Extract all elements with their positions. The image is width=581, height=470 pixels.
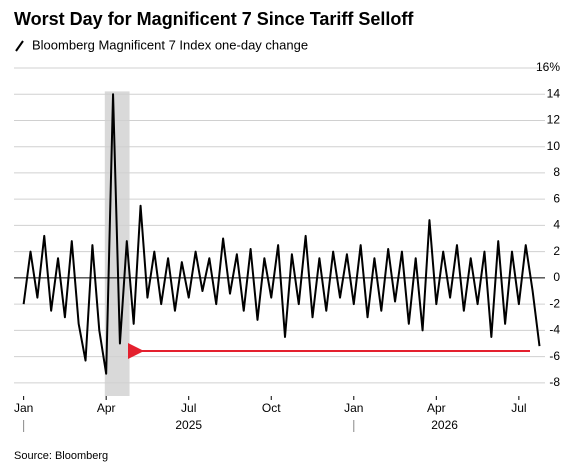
y-tick-label: 14 xyxy=(547,86,561,100)
y-tick-label: 6 xyxy=(553,191,560,205)
x-tick-label: Jan xyxy=(14,401,33,415)
y-tick-label: 12 xyxy=(547,113,561,127)
y-tick-label: 0 xyxy=(553,270,560,284)
x-tick-label: Oct xyxy=(262,401,281,415)
y-tick-label: 8 xyxy=(553,165,560,179)
y-tick-label: -2 xyxy=(549,296,560,310)
x-tick-label: Jan xyxy=(344,401,363,415)
source: Source: Bloomberg xyxy=(14,450,108,462)
y-tick-label: 2 xyxy=(553,244,560,258)
x-tick-label: Jul xyxy=(181,401,196,415)
y-tick-label: 10 xyxy=(547,139,561,153)
year-label: 2025 xyxy=(175,418,202,432)
x-tick-label: Apr xyxy=(427,401,446,415)
y-tick-label: -6 xyxy=(549,349,560,363)
plot-area: -8 -6 -4 -2 0 2 4 6 8 10 12 14 16% Jan Apr Jul Oct Jan Apr… xyxy=(14,60,560,432)
x-tick-label: Jul xyxy=(511,401,526,415)
x-tick-label: Apr xyxy=(97,401,116,415)
y-tick-label: -8 xyxy=(549,375,560,389)
chart-title: Worst Day for Magnificent 7 Since Tariff… xyxy=(14,9,414,29)
legend-swatch xyxy=(15,40,24,52)
data-line xyxy=(22,93,541,375)
y-tick-label: 16% xyxy=(536,60,560,74)
year-label: 2026 xyxy=(431,418,458,432)
y-tick-label: -4 xyxy=(549,323,560,337)
subtitle: Bloomberg Magnificent 7 Index one-day ch… xyxy=(32,37,308,52)
y-tick-label: 4 xyxy=(553,218,560,232)
